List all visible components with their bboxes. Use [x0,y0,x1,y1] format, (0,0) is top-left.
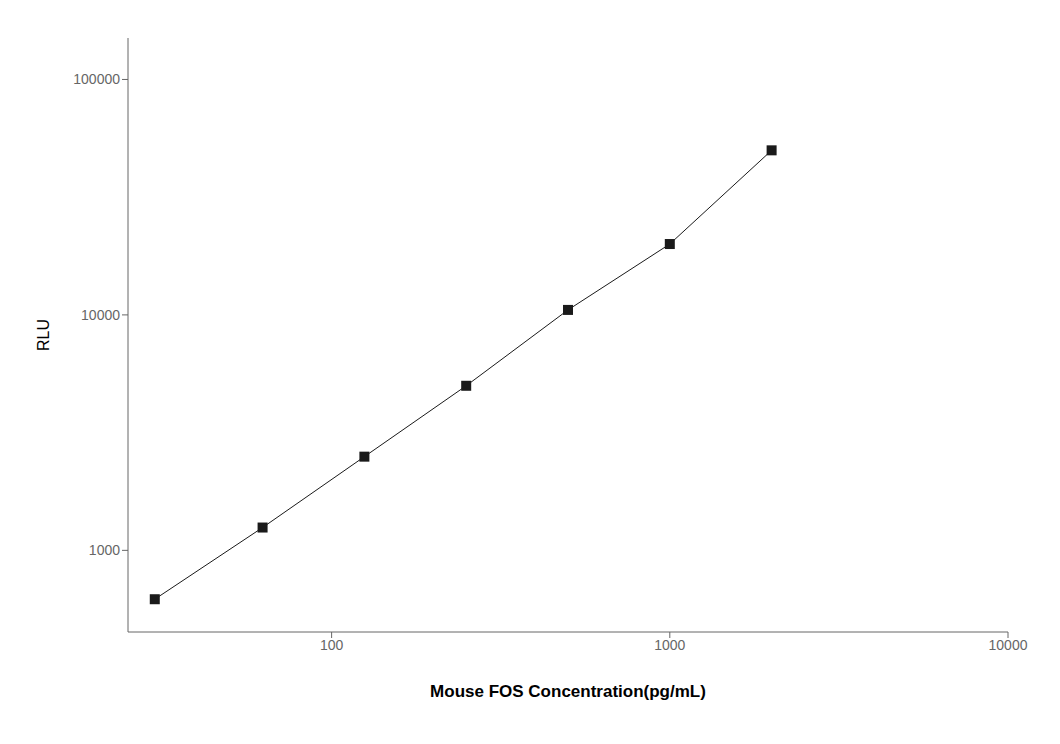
svg-text:100: 100 [320,637,344,653]
svg-text:Mouse FOS Concentration(pg/mL): Mouse FOS Concentration(pg/mL) [430,682,706,701]
svg-text:RLU: RLU [35,319,52,351]
svg-text:1000: 1000 [89,542,120,558]
svg-text:1000: 1000 [654,637,685,653]
svg-text:10000: 10000 [989,637,1028,653]
svg-text:10000: 10000 [81,307,120,323]
svg-text:100000: 100000 [73,71,120,87]
